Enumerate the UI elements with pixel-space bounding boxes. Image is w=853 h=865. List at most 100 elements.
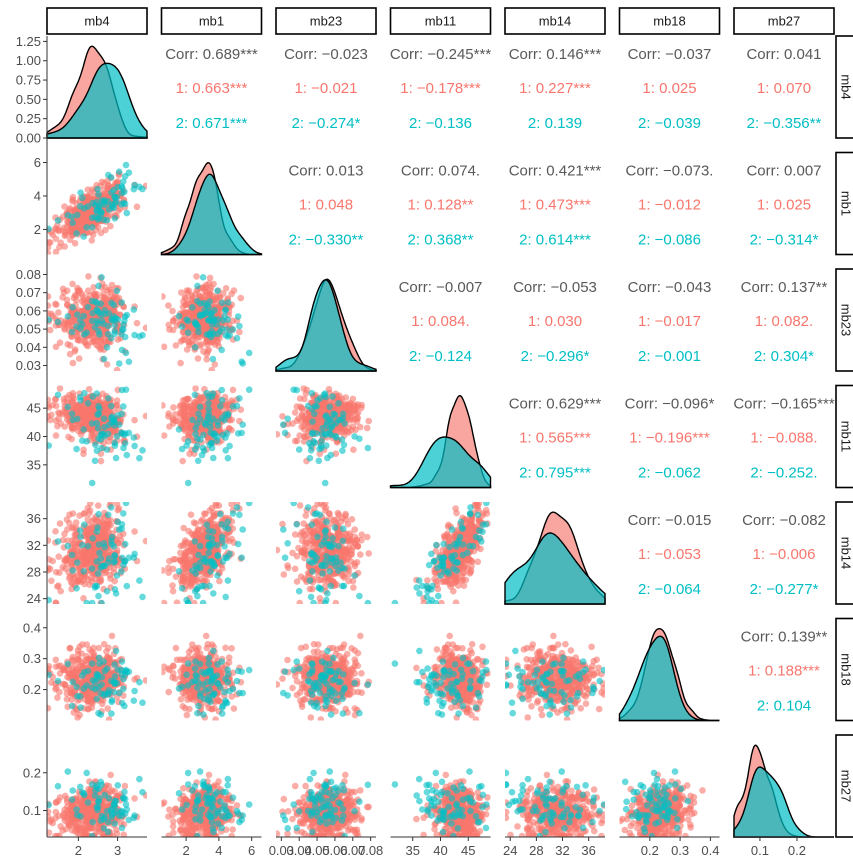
scatter-point-group-1	[322, 500, 329, 507]
scatter-point-group-2	[77, 317, 84, 324]
density-panel-mb4	[47, 46, 147, 138]
scatter-point-group-2	[219, 325, 226, 332]
scatter-point-group-2	[340, 538, 347, 545]
scatter-point-group-1	[169, 308, 176, 315]
scatter-point-group-2	[118, 411, 125, 418]
corr-group-1-label: 1: −0.021	[295, 80, 358, 97]
scatter-point-group-2	[69, 411, 76, 418]
corr-group-1-label: 1: 0.070	[757, 80, 811, 97]
scatter-point-group-2	[239, 526, 246, 533]
scatter-point-group-2	[45, 226, 52, 233]
scatter-point-group-1	[354, 404, 361, 411]
scatter-point-group-2	[106, 555, 113, 562]
scatter-point-group-2	[123, 162, 130, 169]
corr-overall-label: Corr: 0.689***	[165, 46, 258, 63]
scatter-point-group-1	[89, 518, 96, 525]
scatter-point-group-2	[69, 304, 76, 311]
scatter-point-group-2	[305, 504, 312, 511]
scatter-point-group-2	[246, 350, 253, 357]
scatter-point-group-2	[293, 521, 300, 528]
corr-group-2-label: 2: 0.139	[528, 115, 582, 132]
scatter-point-group-2	[85, 543, 92, 550]
scatter-point-group-2	[122, 173, 129, 180]
scatter-point-group-2	[101, 433, 108, 440]
scatter-point-group-2	[209, 535, 216, 542]
scatter-point-group-2	[296, 446, 303, 453]
scatter-point-group-1	[74, 337, 81, 344]
corr-group-2-label: 2: −0.296*	[521, 348, 590, 365]
scatter-point-group-2	[45, 597, 52, 604]
scatter-point-group-2	[323, 597, 330, 604]
scatter-point-group-2	[210, 590, 217, 597]
scatter-point-group-2	[106, 310, 113, 317]
scatter-point-group-1	[114, 367, 121, 374]
scatter-point-group-2	[309, 568, 316, 575]
scatter-point-group-2	[318, 542, 325, 549]
scatter-point-group-2	[109, 534, 116, 541]
corr-group-2-label: 2: 0.671***	[176, 115, 248, 132]
scatter-point-group-1	[65, 434, 72, 441]
scatter-point-group-2	[236, 395, 243, 402]
scatter-point-group-2	[185, 480, 192, 487]
scatter-panel-mb11-vs-mb23	[274, 385, 372, 486]
scatter-point-group-2	[341, 565, 348, 572]
scatter-point-group-1	[72, 348, 79, 355]
scatter-point-group-1	[343, 516, 350, 523]
scatter-point-group-1	[54, 583, 61, 590]
scatter-point-group-2	[79, 437, 86, 444]
scatter-point-group-2	[105, 395, 112, 402]
scatter-point-group-1	[458, 578, 465, 585]
scatter-point-group-2	[219, 534, 226, 541]
scatter-point-group-1	[165, 565, 172, 572]
scatter-point-group-2	[131, 443, 138, 450]
scatter-point-group-1	[210, 510, 217, 517]
scatter-point-group-2	[96, 541, 103, 548]
scatter-point-group-2	[308, 551, 315, 558]
scatter-point-group-2	[307, 577, 314, 584]
scatter-point-group-1	[281, 571, 288, 578]
scatter-point-group-2	[192, 425, 199, 432]
corr-panel-mb4-mb11: Corr: −0.245***1: −0.178***2: −0.136	[390, 46, 491, 132]
scatter-point-group-2	[114, 194, 121, 201]
scatter-point-group-2	[201, 300, 208, 307]
scatter-point-group-2	[80, 233, 87, 240]
scatter-point-group-2	[55, 217, 62, 224]
scatter-point-group-1	[365, 550, 372, 557]
scatter-point-group-1	[45, 565, 52, 572]
scatter-point-group-2	[79, 542, 86, 549]
scatter-point-group-2	[239, 421, 246, 428]
scatter-point-group-1	[292, 566, 299, 573]
scatter-point-group-2	[201, 583, 208, 590]
scatter-point-group-1	[69, 424, 76, 431]
scatter-point-group-1	[98, 577, 105, 584]
scatter-point-group-1	[159, 402, 166, 409]
scatter-point-group-2	[194, 586, 201, 593]
corr-group-2-label: 2: −0.039	[638, 115, 701, 132]
scatter-point-group-2	[94, 411, 101, 418]
scatter-point-group-2	[214, 288, 221, 295]
scatter-point-group-1	[431, 576, 438, 583]
scatter-point-group-2	[324, 590, 331, 597]
column-strip-label-mb14: mb14	[539, 14, 572, 29]
corr-group-1-label: 1: −0.196***	[629, 430, 710, 447]
scatter-point-group-1	[214, 339, 221, 346]
scatter-point-group-2	[131, 182, 138, 189]
scatter-point-group-2	[230, 403, 237, 410]
scatter-point-group-2	[458, 519, 465, 526]
scatter-point-group-1	[66, 511, 73, 518]
scatter-point-group-2	[89, 318, 96, 325]
scatter-point-group-2	[192, 320, 199, 327]
scatter-point-group-2	[197, 416, 204, 423]
scatter-point-group-2	[208, 558, 215, 565]
scatter-point-group-2	[95, 320, 102, 327]
scatter-point-group-2	[94, 528, 101, 535]
scatter-point-group-2	[122, 201, 129, 208]
corr-panel-mb11-mb27: Corr: −0.165***1: −0.088.2: −0.252.	[733, 396, 834, 482]
scatter-point-group-1	[53, 600, 60, 607]
